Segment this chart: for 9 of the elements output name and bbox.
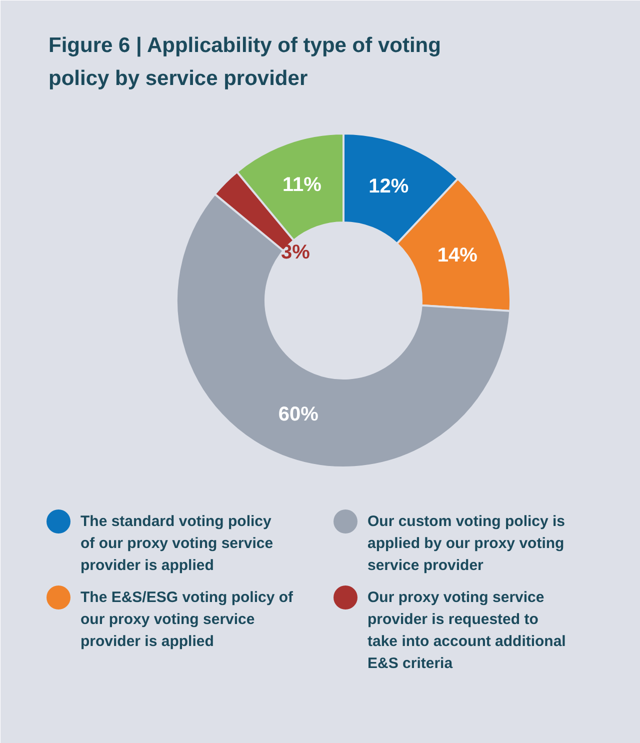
chart-title: Figure 6 | Applicability of type of voting policy by service provider xyxy=(48,34,441,90)
data-label: 60% xyxy=(278,403,319,426)
legend-label: Our proxy voting service provider is requested to take into account additional E&S criteria xyxy=(368,589,566,672)
legend-label: The standard voting policy of our proxy voting service provider is applied xyxy=(80,513,274,574)
data-label: 12% xyxy=(368,176,409,198)
legend-label: The E&S/ESG voting policy of our proxy voting service provider is applied xyxy=(80,589,294,650)
data-label: 11% xyxy=(282,174,322,196)
data-label: 14% xyxy=(437,244,478,266)
legend-label: Our custom voting policy is applied by our proxy voting service provider xyxy=(368,513,566,574)
